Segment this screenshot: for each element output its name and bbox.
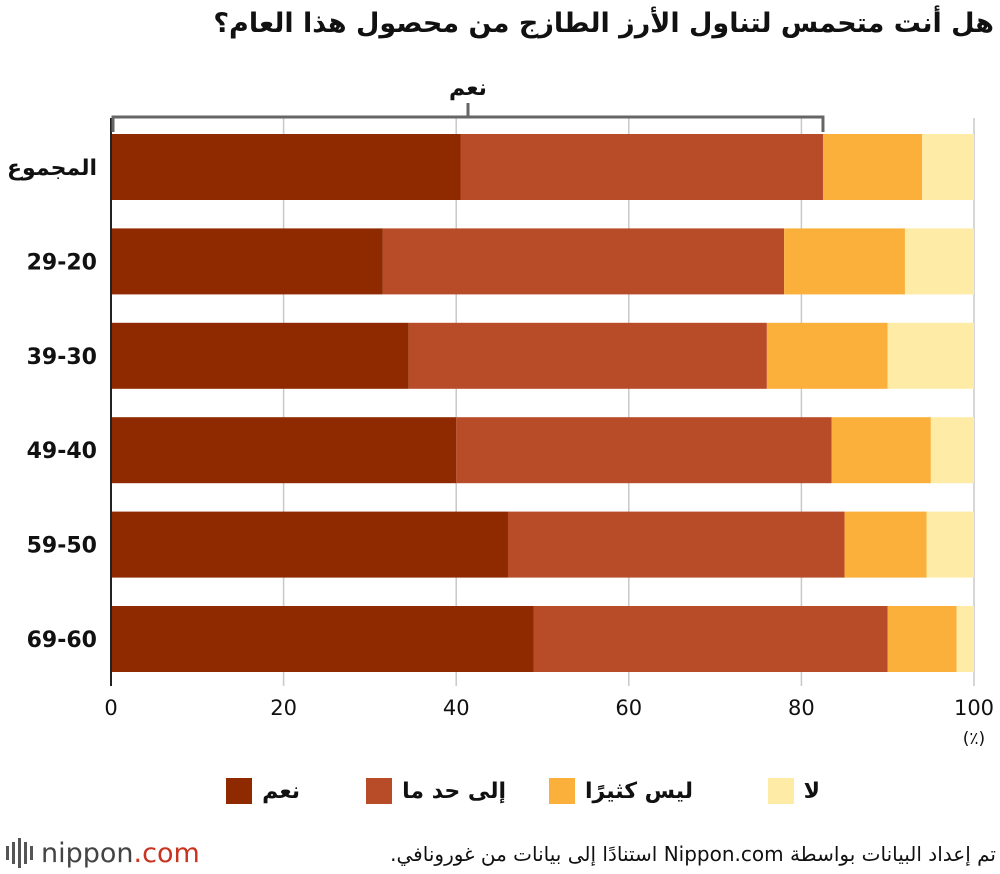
bar-yes-0 [111,134,461,200]
bar-no-2 [887,322,974,389]
bar-not_much-1 [784,228,905,295]
bar-somewhat-1 [382,228,785,295]
legend-item-no: لا [767,774,820,808]
bar-yes-2 [111,322,409,389]
source-note: تم إعداد البيانات بواسطة Nippon.com استن… [390,842,996,866]
bar-not_much-3 [831,417,931,484]
bar-yes-1 [111,228,383,295]
x-tick-label-60: 60 [615,696,642,720]
logo-mark-icon [6,838,33,868]
bar-no-5 [956,606,974,672]
bar-somewhat-0 [460,134,823,200]
legend-item-yes: نعم [226,774,300,808]
legend-item-somewhat: إلى حد ما [366,774,506,808]
legend-item-not-much: ليس كثيرًا [549,774,693,808]
category-label-1: 29-20 [27,250,97,275]
x-tick-label-80: 80 [788,696,815,720]
category-label-3: 49-40 [27,439,97,464]
bar-yes-3 [111,417,457,484]
legend-label-somewhat: إلى حد ما [402,778,506,804]
bar-no-1 [904,228,974,295]
category-label-0: المجموع [7,156,97,181]
chart-title: هل أنت متحمس لتناول الأرز الطازج من محصو… [213,8,994,39]
category-label-5: 69-60 [27,628,97,653]
bar-no-4 [926,511,974,578]
bar-somewhat-4 [507,511,845,578]
logo-text: nippon.com [41,837,200,869]
stacked-bar-chart: المجموع 29-20 39-30 49-40 59-50 69-60 0 20 40 60 8… [7,76,994,749]
x-unit-label: (٪) [963,729,985,749]
bar-no-3 [930,417,974,484]
x-tick-label-0: 0 [104,696,117,720]
logo-suffix: .com [133,837,200,869]
x-tick-label-100: 100 [954,696,994,720]
category-label-4: 59-50 [27,534,97,559]
legend-swatch-somewhat [366,778,393,804]
legend-swatch-yes [226,778,253,804]
legend-swatch-not-much [549,778,576,804]
x-tick-label-40: 40 [443,696,470,720]
legend-label-not-much: ليس كثيرًا [585,778,693,804]
bar-yes-5 [111,606,534,672]
bracket-line [111,115,825,132]
bar-somewhat-2 [408,322,767,389]
bar-not_much-2 [766,322,888,389]
legend: نعم إلى حد ما ليس كثيرًا لا [226,774,828,808]
category-label-2: 39-30 [27,345,97,370]
bar-not_much-0 [822,134,923,200]
legend-label-no: لا [803,778,820,804]
nippon-logo: nippon.com [6,836,200,870]
bar-not_much-5 [887,606,957,672]
legend-swatch-no [767,778,794,804]
bar-somewhat-3 [456,417,832,484]
bar-not_much-4 [844,511,927,578]
x-tick-label-20: 20 [270,696,297,720]
bar-no-0 [922,134,974,200]
legend-label-yes: نعم [262,778,300,804]
bar-somewhat-5 [533,606,888,672]
bar-yes-4 [111,511,508,578]
bracket-label: نعم [449,76,487,101]
